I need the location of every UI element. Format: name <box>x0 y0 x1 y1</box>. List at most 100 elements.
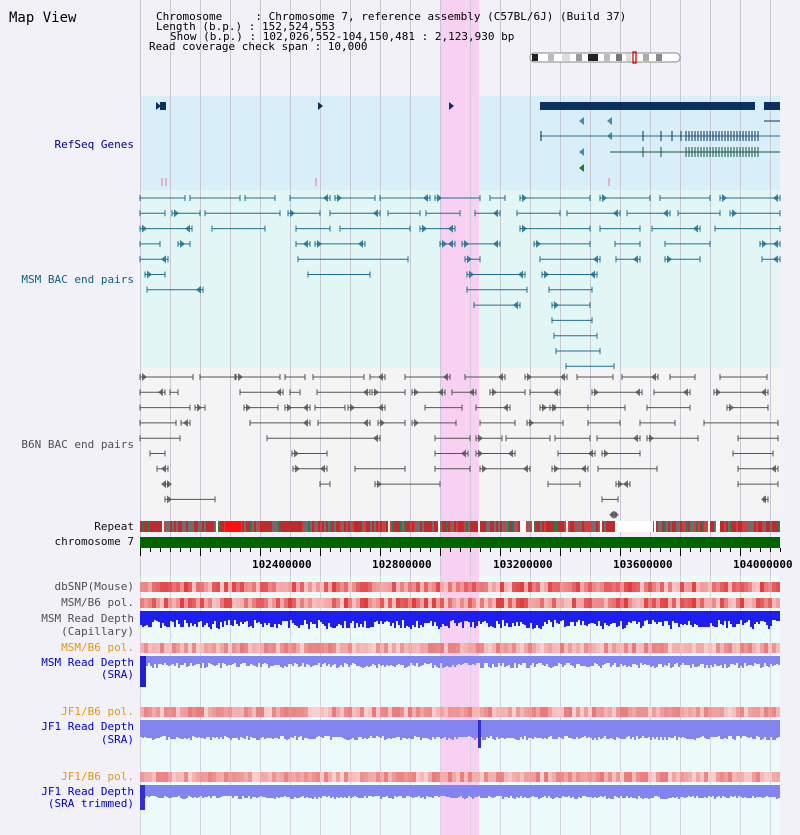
b6n-bac-pair-arrow-icon <box>716 388 721 397</box>
msm-sra-depth-bar <box>526 656 528 668</box>
msm-bac-label[interactable]: MSM BAC end pairs <box>21 273 134 286</box>
jf1-trim-depth-bar <box>694 785 696 798</box>
dbsnp-heat-cell <box>504 582 508 592</box>
msm-sra-depth-bar <box>232 656 234 664</box>
jf1-pol-heat-cell <box>400 707 404 717</box>
jf1-trim-depth-bar <box>514 785 516 799</box>
repeat-feature <box>164 521 166 532</box>
jf1-sra-depth-bar <box>322 720 324 738</box>
msm-depth-capillary-label[interactable]: MSM Read Depth <box>41 612 134 625</box>
jf1-sra-depth-bar <box>630 720 632 739</box>
msm-pol-heat-cell <box>692 598 696 608</box>
msm-b6-pol-label[interactable]: MSM/B6 pol. <box>61 596 134 609</box>
jf1-depth-sra-label[interactable]: JF1 Read Depth <box>41 720 134 733</box>
msm-capillary-depth-bar <box>566 611 568 626</box>
msm-pol-heat-cell <box>340 598 344 608</box>
msm-sra-depth-bar <box>340 656 342 665</box>
jf1-pol-trim-heat-cell <box>736 772 740 782</box>
repeat-feature <box>672 521 674 532</box>
jf1-trim-depth-bar <box>696 785 698 796</box>
jf1-trim-depth-bar <box>740 785 742 797</box>
jf1-pol-trim-heat-cell <box>260 772 264 782</box>
jf1-sra-depth-bar <box>240 720 242 737</box>
msm-sra-depth-bar <box>624 656 626 665</box>
repeat-feature <box>598 521 600 532</box>
jf1-sra-depth-bar <box>594 720 596 738</box>
msm-pol-sra-heat-cell <box>204 643 208 653</box>
repeat-feature <box>712 521 714 532</box>
b6n-bac-pair-arrow-icon <box>609 510 614 519</box>
dbsnp-heat-cell <box>140 582 144 592</box>
dbsnp-heat-cell <box>308 582 312 592</box>
msm-sra-depth-bar <box>258 656 260 663</box>
repeat-feature <box>720 521 722 532</box>
msm-pol-heat-cell <box>612 598 616 608</box>
jf1-trim-depth-bar <box>724 785 726 797</box>
msm-pol-sra-heat-cell <box>148 643 152 653</box>
repeat-feature <box>148 521 150 532</box>
jf1-trim-depth-bar <box>244 785 246 798</box>
jf1-sra-depth-bar <box>456 720 458 739</box>
msm-capillary-depth-bar <box>176 611 178 620</box>
msm-capillary-depth-bar <box>380 611 382 621</box>
dbsnp-heat-cell <box>588 582 592 592</box>
msm-sra-depth-bar <box>726 656 728 668</box>
msm-sra-depth-bar <box>516 656 518 668</box>
jf1-trim-depth-bar <box>558 785 560 798</box>
jf1-b6-pol-trim-label[interactable]: JF1/B6 pol. <box>61 770 134 783</box>
msm-sra-depth-bar <box>718 656 720 666</box>
jf1-trim-depth-bar <box>250 785 252 799</box>
chromosome-ideogram[interactable] <box>526 51 686 65</box>
jf1-depth-trimmed-label[interactable]: JF1 Read Depth <box>41 785 134 798</box>
msm-b6-pol-sra-label[interactable]: MSM/B6 pol. <box>61 641 134 654</box>
jf1-pol-trim-heat-cell <box>268 772 272 782</box>
jf1-pol-heat-cell <box>356 707 360 717</box>
jf1-depth-sra-sublabel: (SRA) <box>100 733 134 746</box>
msm-bac-pair-arrow-icon <box>448 239 453 248</box>
msm-pol-heat-cell <box>428 598 432 608</box>
msm-sra-depth-bar <box>282 656 284 668</box>
repeat-feature <box>484 521 486 532</box>
msm-sra-depth-bar <box>368 656 370 667</box>
msm-capillary-depth-bar <box>584 611 586 625</box>
msm-pol-sra-heat-cell <box>288 643 292 653</box>
repeat-feature <box>538 521 540 532</box>
msm-capillary-depth-bar <box>464 611 466 621</box>
jf1-trim-depth-bar <box>512 785 514 798</box>
jf1-trim-depth-bar <box>546 785 548 798</box>
jf1-trim-depth-bar <box>470 785 472 797</box>
b6n-bac-label[interactable]: B6N BAC end pairs <box>21 438 134 451</box>
jf1-sra-depth-bar <box>666 720 668 740</box>
msm-pol-heat-cell <box>144 598 148 608</box>
dbsnp-heat-cell <box>540 582 544 592</box>
b6n-bac-pair-arrow-icon <box>761 388 766 397</box>
jf1-trim-depth-bar <box>608 785 610 798</box>
jf1-trim-depth-bar <box>480 785 482 798</box>
dbsnp-label[interactable]: dbSNP(Mouse) <box>54 580 134 593</box>
jf1-pol-heat-cell <box>468 707 472 717</box>
msm-sra-depth-bar <box>698 656 700 666</box>
repeat-feature <box>546 521 548 532</box>
msm-bac-pair-arrow-icon <box>185 224 190 233</box>
msm-sra-depth-bar <box>612 656 614 665</box>
jf1-b6-pol-label[interactable]: JF1/B6 pol. <box>61 705 134 718</box>
jf1-sra-depth-bar <box>158 720 160 738</box>
msm-depth-sra-label[interactable]: MSM Read Depth <box>41 656 134 669</box>
msm-sra-depth-bar <box>510 656 512 668</box>
jf1-sra-depth-bar <box>140 720 142 737</box>
msm-pol-heat-cell <box>708 598 712 608</box>
jf1-trim-depth-bar <box>598 785 600 797</box>
msm-capillary-depth-bar <box>222 611 224 627</box>
msm-capillary-depth-bar <box>492 611 494 627</box>
msm-pol-heat-cell <box>744 598 748 608</box>
jf1-trim-depth-bar <box>568 785 570 796</box>
repeat-feature <box>516 521 518 532</box>
msm-sra-depth-bar <box>404 656 406 668</box>
dbsnp-heat-cell <box>660 582 664 592</box>
refseq-genes-label[interactable]: RefSeq Genes <box>54 138 134 151</box>
msm-sra-depth-bar <box>576 656 578 664</box>
msm-pol-sra-heat-cell <box>508 643 512 653</box>
jf1-pol-trim-heat-cell <box>236 772 240 782</box>
jf1-sra-depth-bar <box>514 720 516 739</box>
